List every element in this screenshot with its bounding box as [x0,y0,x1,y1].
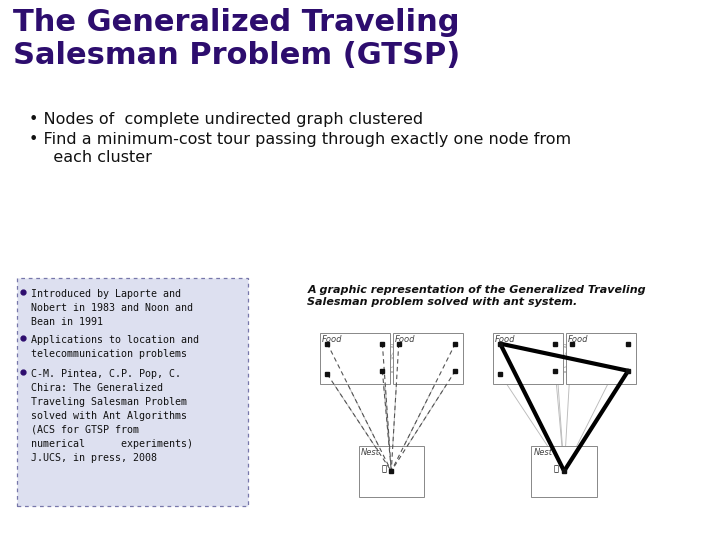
Text: Food: Food [395,335,415,345]
Bar [492,333,562,384]
Text: each cluster: each cluster [38,150,153,165]
Text: The Generalized Traveling
Salesman Problem (GTSP): The Generalized Traveling Salesman Probl… [14,8,461,70]
Bar [17,278,248,506]
Text: 🐜: 🐜 [381,464,386,474]
Text: 🐜: 🐜 [554,464,559,474]
Text: Food: Food [567,335,588,345]
Text: Food: Food [495,335,515,345]
Bar [531,446,597,497]
Text: Food: Food [322,335,342,345]
Text: Nest: Nest [361,448,379,457]
Text: • Nodes of  complete undirected graph clustered: • Nodes of complete undirected graph clu… [29,112,423,127]
Text: Applications to location and
telecommunication problems: Applications to location and telecommuni… [31,335,199,359]
Bar [359,446,424,497]
Text: Nest: Nest [534,448,552,457]
Text: • Find a minimum-cost tour passing through exactly one node from: • Find a minimum-cost tour passing throu… [29,132,571,147]
Bar [566,333,636,384]
Bar [393,333,463,384]
Text: C-M. Pintea, C.P. Pop, C.
Chira: The Generalized
Traveling Salesman Problem
solv: C-M. Pintea, C.P. Pop, C. Chira: The Gen… [31,369,193,463]
Text: Introduced by Laporte and
Nobert in 1983 and Noon and
Bean in 1991: Introduced by Laporte and Nobert in 1983… [31,289,193,327]
Bar [320,333,390,384]
Text: A graphic representation of the Generalized Traveling
Salesman problem solved wi: A graphic representation of the Generali… [307,285,646,307]
